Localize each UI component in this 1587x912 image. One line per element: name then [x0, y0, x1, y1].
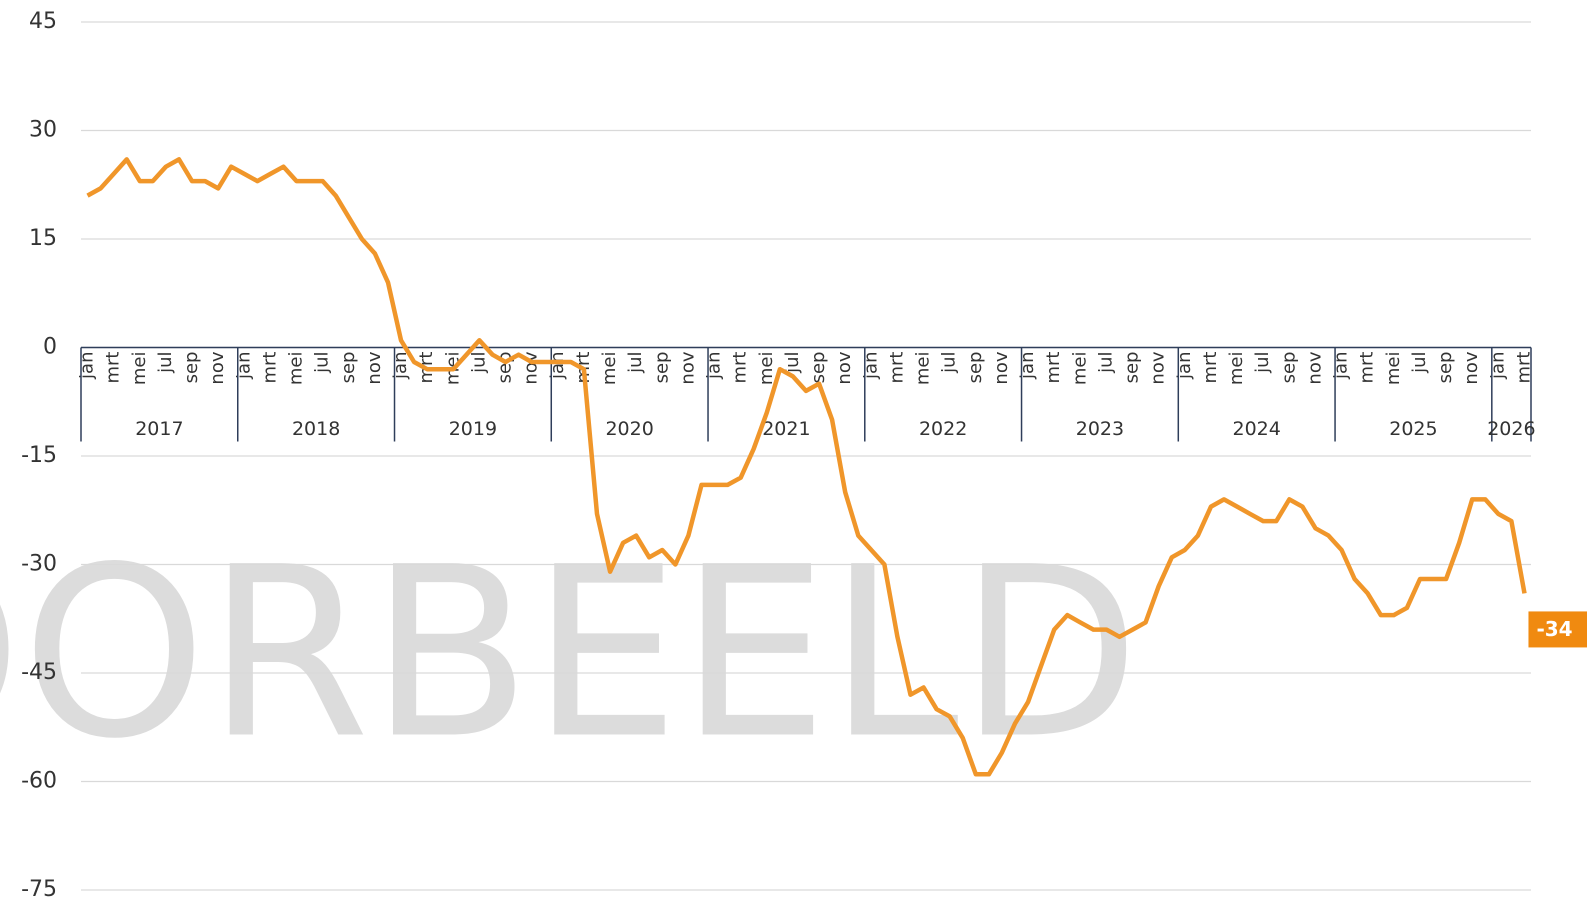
year-label: 2025 [1389, 418, 1437, 440]
y-tick-label: -45 [21, 660, 57, 685]
x-tick-label: jul [468, 352, 489, 374]
y-tick-label: -15 [21, 443, 57, 468]
year-label: 2018 [292, 418, 340, 440]
x-tick-label: jul [312, 352, 333, 374]
x-tick-label: nov [834, 351, 855, 384]
year-label: 2024 [1232, 418, 1280, 440]
year-label: 2026 [1487, 418, 1535, 440]
x-tick-label: sep [1122, 352, 1143, 384]
y-tick-label: -75 [21, 877, 57, 902]
y-tick-label: 0 [43, 335, 57, 360]
year-label: 2019 [449, 418, 497, 440]
year-label: 2023 [1076, 418, 1124, 440]
x-tick-label: jul [155, 352, 176, 374]
x-tick-label: mei [129, 352, 150, 386]
x-tick-label: mrt [730, 352, 751, 384]
year-label: 2022 [919, 418, 967, 440]
x-tick-label: jan [1487, 352, 1508, 380]
x-tick-label: nov [1304, 351, 1325, 384]
x-tick-label: jan [1017, 352, 1038, 380]
x-tick-label: sep [1435, 352, 1456, 384]
x-tick-label: jul [1252, 352, 1273, 374]
x-tick-label: mei [286, 352, 307, 386]
x-tick-label: jan [860, 352, 881, 380]
y-tick-label: 30 [29, 118, 57, 143]
x-tick-label: jul [782, 352, 803, 374]
x-tick-label: sep [651, 352, 672, 384]
x-tick-label: jan [1174, 352, 1195, 380]
x-tick-label: sep [808, 352, 829, 384]
x-tick-label: mrt [886, 352, 907, 384]
x-tick-label: nov [207, 351, 228, 384]
year-label: 2020 [605, 418, 653, 440]
x-tick-label: jul [939, 352, 960, 374]
x-tick-label: jul [1095, 352, 1116, 374]
x-tick-label: nov [991, 351, 1012, 384]
y-tick-label: -30 [21, 552, 57, 577]
x-tick-label: sep [965, 352, 986, 384]
x-tick-label: jan [547, 352, 568, 380]
x-tick-label: mei [1069, 352, 1090, 386]
x-tick-label: mei [1383, 352, 1404, 386]
y-tick-label: 15 [29, 226, 57, 251]
year-label: 2021 [762, 418, 810, 440]
year-label: 2017 [135, 418, 183, 440]
value-label-box [1528, 611, 1587, 648]
x-tick-label: jan [704, 352, 725, 380]
x-tick-label: mrt [1513, 352, 1534, 384]
x-tick-label: mei [913, 352, 934, 386]
y-tick-label: -60 [21, 769, 57, 794]
x-tick-label: nov [677, 351, 698, 384]
x-tick-label: mrt [103, 352, 124, 384]
x-tick-label: nov [1461, 351, 1482, 384]
x-tick-label: jan [390, 352, 411, 380]
x-tick-label: mrt [1357, 352, 1378, 384]
x-tick-label: mei [756, 352, 777, 386]
x-tick-label: jul [625, 352, 646, 374]
x-tick-label: jan [77, 352, 98, 380]
x-tick-label: mrt [1200, 352, 1221, 384]
x-tick-label: mei [1226, 352, 1247, 386]
x-tick-label: mrt [1043, 352, 1064, 384]
x-tick-label: mrt [259, 352, 280, 384]
x-tick-label: sep [181, 352, 202, 384]
y-tick-label: 45 [29, 9, 57, 34]
x-tick-label: nov [364, 351, 385, 384]
watermark: VOORBEELD [0, 517, 1140, 790]
x-tick-label: sep [1278, 352, 1299, 384]
x-tick-label: nov [1148, 351, 1169, 384]
line-series [86, 157, 1527, 777]
x-tick-label: sep [338, 352, 359, 384]
x-tick-label: mei [599, 352, 620, 386]
value-label: -34 [1536, 617, 1572, 641]
x-tick-label: jan [233, 352, 254, 380]
x-tick-label: jul [1409, 352, 1430, 374]
x-tick-label: jan [1331, 352, 1352, 380]
